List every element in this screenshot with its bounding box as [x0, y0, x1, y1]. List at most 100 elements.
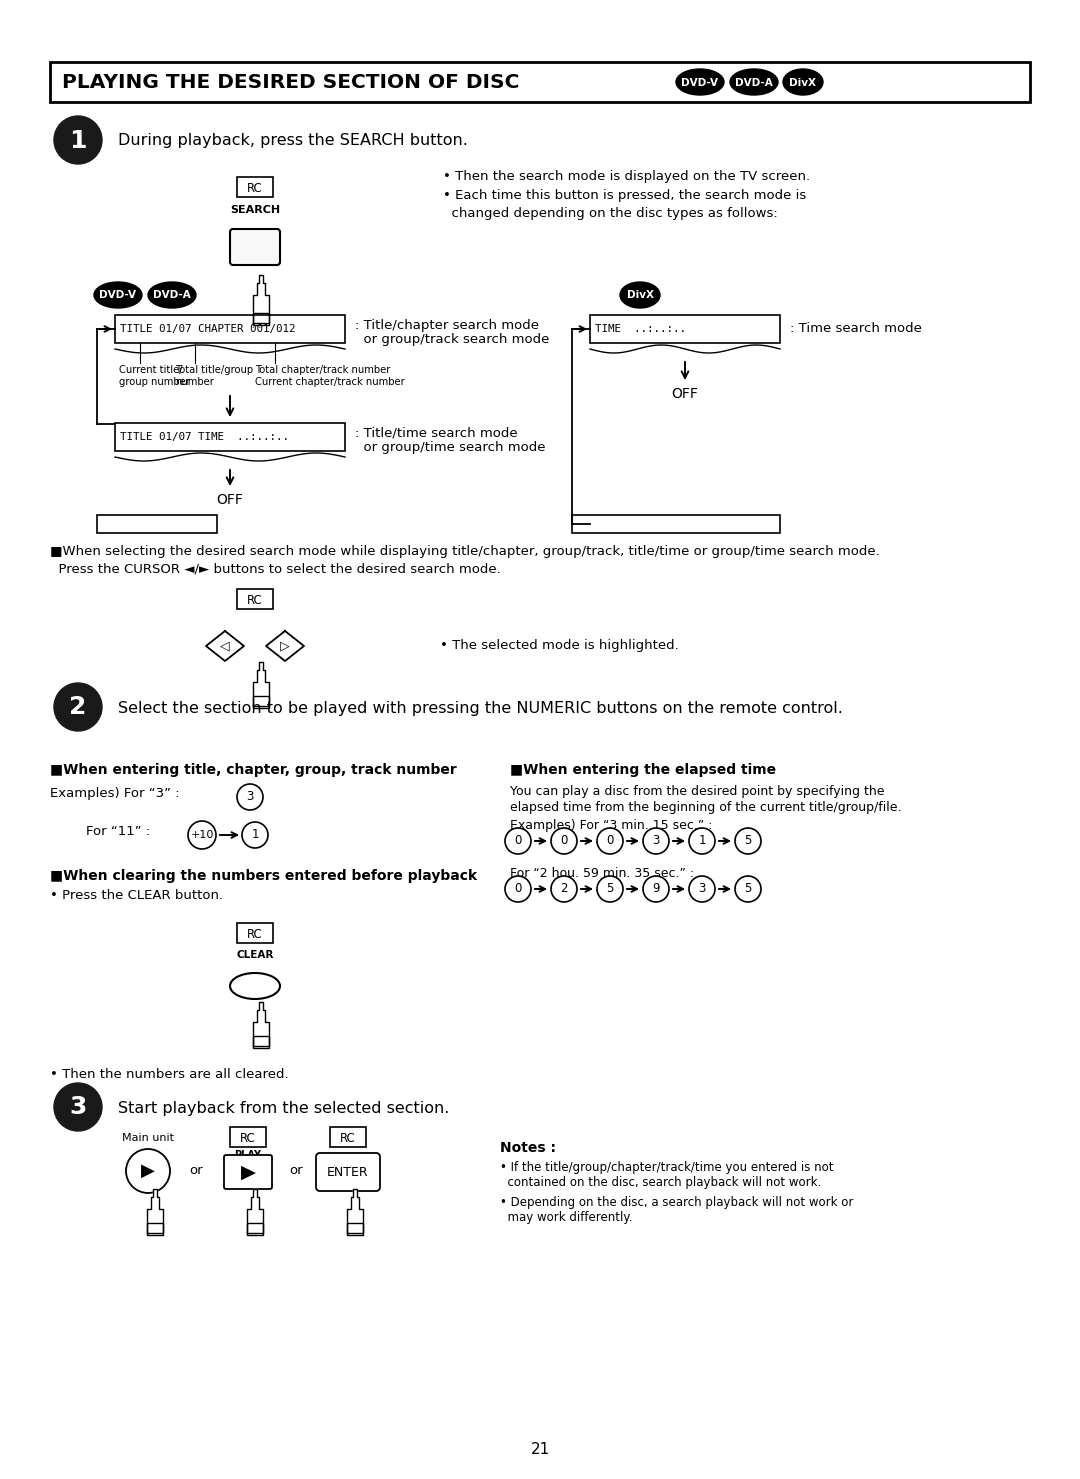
- Text: • Press the CLEAR button.: • Press the CLEAR button.: [50, 889, 224, 902]
- Text: 2: 2: [69, 695, 86, 719]
- Text: 5: 5: [744, 883, 752, 895]
- Text: • Each time this button is pressed, the search mode is: • Each time this button is pressed, the …: [443, 189, 807, 203]
- Polygon shape: [253, 275, 269, 322]
- Text: ■When clearing the numbers entered before playback: ■When clearing the numbers entered befor…: [50, 870, 477, 883]
- Text: 3: 3: [652, 834, 660, 847]
- Bar: [147, 1223, 163, 1235]
- Text: ■When entering title, chapter, group, track number: ■When entering title, chapter, group, tr…: [50, 763, 457, 776]
- Bar: [253, 314, 269, 325]
- Text: 0: 0: [606, 834, 613, 847]
- Circle shape: [54, 115, 102, 164]
- Text: DVD-A: DVD-A: [153, 290, 191, 300]
- Bar: [230, 1127, 266, 1148]
- Text: RC: RC: [240, 1131, 256, 1145]
- Text: 1: 1: [699, 834, 705, 847]
- Ellipse shape: [783, 70, 823, 95]
- Text: ◁: ◁: [220, 639, 230, 652]
- Text: +10: +10: [190, 830, 214, 840]
- Ellipse shape: [230, 973, 280, 998]
- Text: Examples) For “3” :: Examples) For “3” :: [50, 787, 179, 800]
- Circle shape: [735, 828, 761, 853]
- Text: RC: RC: [247, 593, 262, 606]
- Text: PLAY: PLAY: [234, 1151, 261, 1160]
- Text: 9: 9: [652, 883, 660, 895]
- Polygon shape: [147, 1189, 163, 1233]
- Text: ▶: ▶: [241, 1162, 256, 1182]
- Text: RC: RC: [247, 927, 262, 941]
- Bar: [114, 315, 345, 343]
- Text: : Title/time search mode: : Title/time search mode: [355, 427, 517, 439]
- Circle shape: [505, 828, 531, 853]
- Text: or: or: [189, 1164, 203, 1177]
- Text: Current chapter/track number: Current chapter/track number: [255, 377, 405, 387]
- Text: group number: group number: [119, 377, 190, 387]
- Ellipse shape: [148, 282, 195, 308]
- Circle shape: [689, 876, 715, 902]
- Text: 1: 1: [69, 129, 86, 152]
- Bar: [50, 62, 1030, 102]
- Text: or group/track search mode: or group/track search mode: [355, 333, 550, 346]
- Text: number: number: [175, 377, 214, 387]
- Text: Total title/group: Total title/group: [175, 365, 253, 376]
- Text: DivX: DivX: [789, 77, 816, 87]
- Text: DVD-V: DVD-V: [681, 77, 718, 87]
- Text: 21: 21: [530, 1442, 550, 1457]
- Text: changed depending on the disc types as follows:: changed depending on the disc types as f…: [443, 207, 778, 220]
- Text: may work differently.: may work differently.: [500, 1211, 633, 1225]
- Text: DVD-V: DVD-V: [99, 290, 136, 300]
- Text: During playback, press the SEARCH button.: During playback, press the SEARCH button…: [118, 133, 468, 148]
- Text: • Then the numbers are all cleared.: • Then the numbers are all cleared.: [50, 1068, 288, 1081]
- Text: SEARCH: SEARCH: [230, 206, 280, 214]
- Polygon shape: [253, 1001, 269, 1046]
- Text: For “11” :: For “11” :: [86, 825, 150, 839]
- Text: Main unit: Main unit: [122, 1133, 174, 1143]
- Text: TIME  ..:..:..: TIME ..:..:..: [595, 324, 686, 334]
- Bar: [237, 177, 273, 197]
- Circle shape: [551, 876, 577, 902]
- Bar: [572, 515, 780, 532]
- Ellipse shape: [676, 70, 724, 95]
- Text: Examples) For “3 min. 15 sec.” :: Examples) For “3 min. 15 sec.” :: [510, 819, 713, 833]
- Text: RC: RC: [247, 182, 262, 195]
- FancyBboxPatch shape: [316, 1154, 380, 1191]
- Text: ▷: ▷: [280, 639, 289, 652]
- Text: RC: RC: [340, 1131, 356, 1145]
- Text: CLEAR: CLEAR: [237, 950, 273, 960]
- Bar: [347, 1223, 363, 1235]
- Text: 1: 1: [252, 828, 259, 842]
- Circle shape: [643, 828, 669, 853]
- Text: elapsed time from the beginning of the current title/group/file.: elapsed time from the beginning of the c…: [510, 802, 902, 813]
- Text: 3: 3: [699, 883, 705, 895]
- Circle shape: [505, 876, 531, 902]
- FancyBboxPatch shape: [230, 229, 280, 265]
- Circle shape: [54, 1083, 102, 1131]
- Text: Select the section to be played with pressing the NUMERIC buttons on the remote : Select the section to be played with pre…: [118, 701, 842, 716]
- Text: TITLE 01/07 CHAPTER 001/012: TITLE 01/07 CHAPTER 001/012: [120, 324, 296, 334]
- Text: or: or: [289, 1164, 302, 1177]
- Text: Total chapter/track number: Total chapter/track number: [255, 365, 390, 376]
- Circle shape: [188, 821, 216, 849]
- Text: contained on the disc, search playback will not work.: contained on the disc, search playback w…: [500, 1176, 821, 1189]
- Bar: [330, 1127, 366, 1148]
- Circle shape: [643, 876, 669, 902]
- Text: ENTER: ENTER: [327, 1165, 368, 1179]
- Bar: [590, 315, 780, 343]
- Circle shape: [242, 822, 268, 847]
- Circle shape: [126, 1149, 170, 1194]
- Text: ■When selecting the desired search mode while displaying title/chapter, group/tr: ■When selecting the desired search mode …: [50, 544, 880, 558]
- Text: 3: 3: [69, 1096, 86, 1120]
- Text: • Depending on the disc, a search playback will not work or: • Depending on the disc, a search playba…: [500, 1197, 853, 1208]
- Circle shape: [735, 876, 761, 902]
- Text: 5: 5: [606, 883, 613, 895]
- Text: Notes :: Notes :: [500, 1140, 556, 1155]
- Text: Press the CURSOR ◄/► buttons to select the desired search mode.: Press the CURSOR ◄/► buttons to select t…: [50, 563, 501, 575]
- FancyBboxPatch shape: [224, 1155, 272, 1189]
- Circle shape: [597, 876, 623, 902]
- Text: or group/time search mode: or group/time search mode: [355, 441, 545, 454]
- Ellipse shape: [730, 70, 778, 95]
- Text: 2: 2: [561, 883, 568, 895]
- Text: Current title/: Current title/: [119, 365, 183, 376]
- Bar: [237, 923, 273, 944]
- Text: 0: 0: [514, 883, 522, 895]
- Bar: [253, 1035, 269, 1049]
